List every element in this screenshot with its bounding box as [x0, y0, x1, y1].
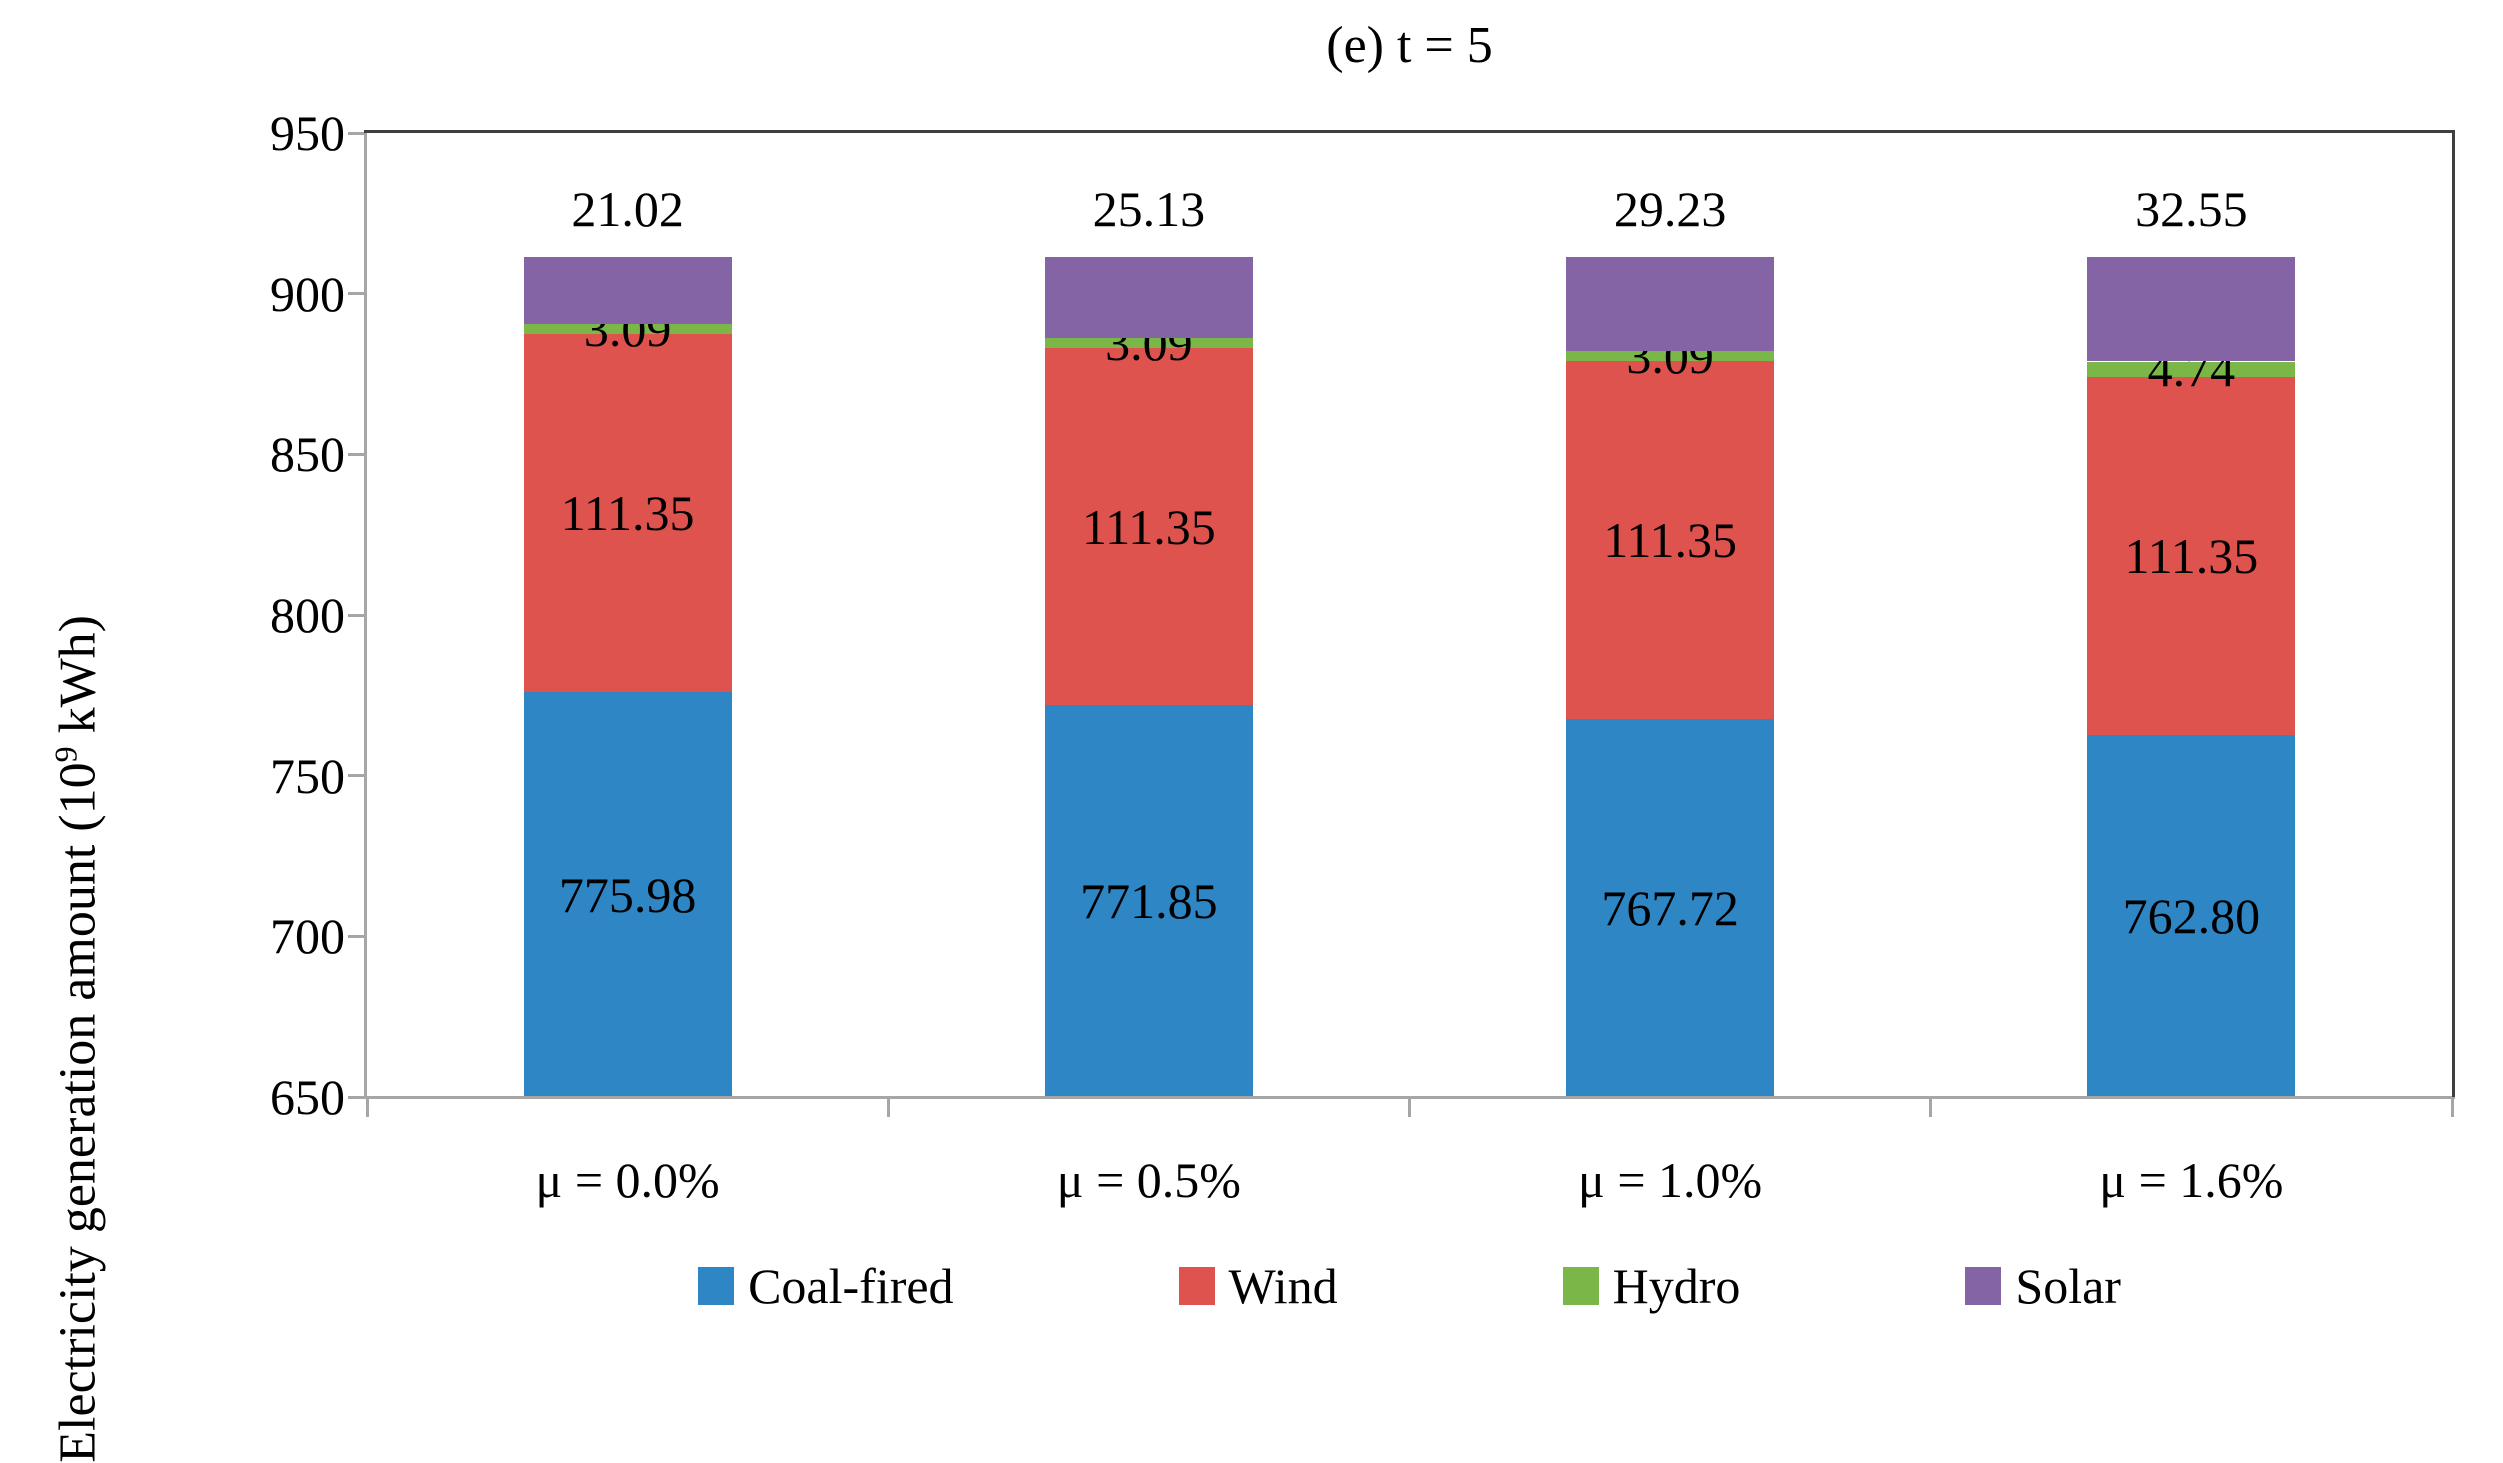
plot-area: 950 900 850 800 750 700 650 775.98 111.35 3.09 21.…: [270, 105, 2455, 1208]
y-axis-line: [364, 133, 367, 1097]
x-tick-mark: [365, 1097, 369, 1117]
x-tick-mark: [1408, 1097, 1411, 1117]
legend-swatch-solar: [1965, 1267, 2002, 1305]
y-tick-mark: [348, 613, 367, 617]
bar-value-label: 25.13: [1092, 180, 1206, 237]
bar-value-label: 111.35: [560, 485, 695, 542]
legend-swatch-coal-fired: [698, 1267, 735, 1305]
legend-item-solar: Solar: [1965, 1256, 2121, 1316]
legend-label: Wind: [1228, 1258, 1338, 1314]
legend-swatch-wind: [1178, 1267, 1215, 1305]
bar-segment-solar: [523, 256, 732, 325]
bar-value-label: 762.80: [2122, 887, 2261, 944]
bar-value-label: 775.98: [558, 866, 697, 923]
y-tick-mark: [348, 934, 367, 938]
y-tick-mark: [348, 774, 367, 778]
y-tick-label: 900: [270, 265, 345, 322]
x-category-label: μ = 1.0%: [1578, 1152, 1763, 1208]
bar-segment-wind: [1566, 360, 1775, 719]
y-tick-mark: [348, 292, 367, 296]
y-tick-mark: [348, 452, 367, 456]
bar-segment-solar: [2087, 256, 2296, 362]
bar-segment-coal-fired: [2087, 734, 2296, 1097]
bar-segment-hydro: [2087, 361, 2296, 377]
bar-value-label: 111.35: [1603, 511, 1738, 568]
legend-label: Coal-fired: [748, 1258, 954, 1314]
y-tick-label: 800: [270, 587, 345, 643]
bar-segment-hydro: [1044, 337, 1253, 348]
x-tick-mark: [2450, 1097, 2454, 1117]
y-tick-label: 700: [270, 908, 345, 965]
legend-label: Hydro: [1612, 1258, 1741, 1314]
y-tick-label: 850: [270, 426, 345, 483]
bar-segment-coal-fired: [1566, 718, 1775, 1097]
legend-item-hydro: Hydro: [1562, 1256, 1741, 1316]
legend: Coal-fired Wind Hydro Solar: [367, 1248, 2452, 1324]
bar-value-label: 32.55: [2135, 180, 2248, 237]
bar-value-label: 21.02: [571, 180, 684, 237]
bar-value-label: 111.35: [2124, 527, 2259, 584]
legend-item-wind: Wind: [1178, 1256, 1338, 1316]
y-tick-label: 950: [270, 105, 345, 161]
x-category-label: μ = 0.0%: [535, 1152, 720, 1208]
bar-segment-coal-fired: [523, 692, 732, 1097]
y-tick-label: 750: [270, 747, 345, 804]
x-tick-mark: [886, 1097, 890, 1117]
legend-label: Solar: [2015, 1258, 2121, 1314]
bar-value-label: 111.35: [1081, 498, 1216, 555]
bar-segment-hydro: [523, 324, 732, 335]
bar-value-label: 29.23: [1613, 181, 1727, 238]
bar-segment-hydro: [1566, 350, 1775, 361]
bar-segment-wind: [1044, 347, 1253, 706]
x-category-label: μ = 0.5%: [1056, 1152, 1241, 1208]
bar-segment-solar: [1566, 257, 1775, 351]
legend-swatch-hydro: [1562, 1267, 1599, 1305]
x-axis-line: [364, 1096, 2455, 1099]
bar-segment-wind: [2087, 376, 2296, 735]
legend-item-coal-fired: Coal-fired: [698, 1256, 954, 1316]
x-tick-mark: [1929, 1097, 1933, 1117]
x-category-label: μ = 1.6%: [2099, 1152, 2284, 1208]
y-tick-mark: [348, 1095, 367, 1099]
plot-right-border: [2452, 130, 2455, 1097]
y-tick-mark: [348, 131, 367, 135]
y-tick-label: 650: [270, 1069, 345, 1125]
bar-segment-wind: [523, 334, 732, 693]
bar-segment-solar: [1044, 256, 1253, 338]
bar-segment-coal-fired: [1044, 705, 1253, 1097]
plot-top-border: [364, 130, 2455, 133]
bar-value-label: 767.72: [1601, 879, 1739, 936]
bar-value-label: 771.85: [1080, 873, 1218, 930]
chart-title: (e) t = 5: [1326, 17, 1493, 74]
